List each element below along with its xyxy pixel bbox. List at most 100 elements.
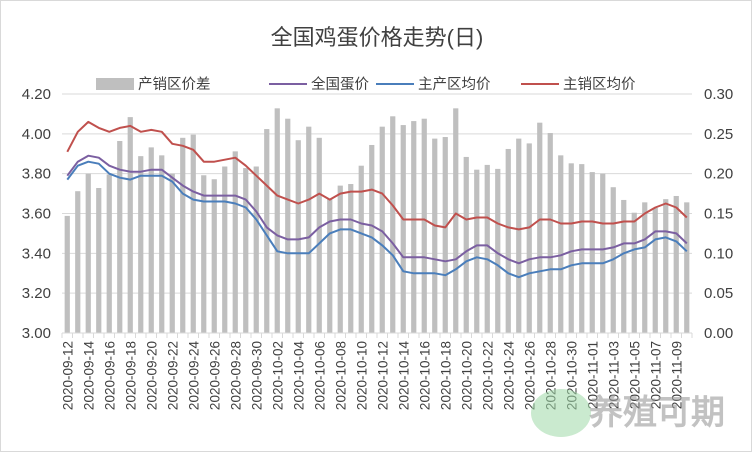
left-axis-ticks: 3.00 3.20 3.40 3.60 3.80 4.00 4.20 bbox=[22, 86, 51, 342]
bar bbox=[589, 172, 595, 333]
legend: 产销区价差 全国蛋价 主产区均价 主销区均价 bbox=[96, 75, 636, 93]
bar bbox=[642, 202, 648, 333]
bar bbox=[75, 191, 81, 333]
bar bbox=[411, 121, 417, 333]
bar bbox=[369, 144, 375, 333]
x-tick-label: 2020-10-18 bbox=[438, 341, 453, 410]
x-tick-label: 2020-09-12 bbox=[60, 341, 75, 410]
bar bbox=[243, 168, 249, 333]
bar bbox=[495, 168, 501, 333]
bar bbox=[432, 138, 438, 333]
x-tick-label: 2020-09-26 bbox=[207, 341, 222, 410]
x-tick-label: 2020-10-22 bbox=[480, 341, 495, 410]
bar bbox=[453, 108, 459, 333]
series-line bbox=[66, 160, 688, 279]
right-tick-label: 0.05 bbox=[704, 285, 733, 302]
bar bbox=[463, 156, 469, 333]
x-tick-label: 2020-10-10 bbox=[354, 341, 369, 410]
x-tick-label: 2020-09-24 bbox=[186, 341, 201, 411]
x-tick-label: 2020-11-07 bbox=[648, 341, 663, 409]
bar bbox=[684, 202, 690, 333]
left-tick-label: 3.00 bbox=[22, 325, 51, 342]
bar-series bbox=[64, 108, 690, 334]
legend-label: 主产区均价 bbox=[418, 76, 491, 93]
right-tick-label: 0.00 bbox=[704, 325, 733, 342]
bar bbox=[421, 118, 427, 334]
x-tick-label: 2020-10-02 bbox=[270, 341, 285, 410]
bar bbox=[222, 166, 228, 333]
bar bbox=[106, 174, 112, 333]
series-line bbox=[66, 154, 688, 265]
x-tick-label: 2020-10-08 bbox=[333, 341, 348, 410]
bar bbox=[96, 188, 102, 333]
bar bbox=[379, 126, 385, 333]
x-tick-label: 2020-11-05 bbox=[627, 341, 642, 409]
bar bbox=[117, 141, 123, 333]
left-tick-label: 3.60 bbox=[22, 206, 51, 223]
legend-label: 主销区均价 bbox=[563, 76, 636, 93]
series-line bbox=[66, 120, 688, 231]
bar bbox=[295, 140, 301, 333]
x-tick-label: 2020-09-28 bbox=[228, 341, 243, 410]
bar bbox=[600, 173, 606, 333]
bar bbox=[621, 199, 627, 333]
bar bbox=[85, 173, 91, 333]
right-tick-label: 0.20 bbox=[704, 166, 733, 183]
bar bbox=[526, 143, 532, 333]
x-tick-label: 2020-10-12 bbox=[375, 341, 390, 410]
x-tick-label: 2020-09-14 bbox=[81, 341, 96, 411]
bar bbox=[442, 137, 448, 333]
x-tick-label: 2020-10-24 bbox=[501, 341, 516, 411]
bar bbox=[631, 212, 637, 333]
bar bbox=[264, 129, 270, 333]
x-tick-label: 2020-10-16 bbox=[417, 341, 432, 410]
x-tick-label: 2020-09-20 bbox=[144, 341, 159, 410]
bar bbox=[316, 137, 322, 333]
bar bbox=[484, 164, 490, 333]
bar bbox=[180, 137, 186, 333]
bar bbox=[547, 133, 553, 333]
bar bbox=[327, 199, 333, 333]
x-tick-label: 2020-10-04 bbox=[291, 341, 306, 411]
line-series bbox=[66, 120, 688, 279]
legend-label: 产销区价差 bbox=[138, 76, 211, 93]
bar bbox=[138, 156, 144, 333]
right-tick-label: 0.10 bbox=[704, 245, 733, 262]
bar bbox=[558, 155, 564, 333]
watermark-logo-icon bbox=[531, 389, 591, 437]
bar bbox=[474, 169, 480, 333]
right-tick-label: 0.30 bbox=[704, 86, 733, 103]
bar bbox=[568, 163, 574, 333]
bar bbox=[169, 173, 175, 333]
bar bbox=[358, 165, 364, 333]
left-tick-label: 4.20 bbox=[22, 86, 51, 103]
bar bbox=[337, 185, 343, 333]
bar bbox=[390, 116, 396, 333]
chart-title: 全国鸡蛋价格走势(日) bbox=[271, 25, 484, 50]
watermark: 养殖可期 bbox=[531, 389, 725, 437]
x-tick-label: 2020-11-03 bbox=[606, 341, 621, 409]
x-tick-label: 2020-09-18 bbox=[123, 341, 138, 410]
bar bbox=[253, 166, 259, 333]
bar bbox=[306, 126, 312, 333]
bar bbox=[201, 175, 207, 333]
legend-swatch bbox=[96, 78, 134, 90]
bar bbox=[127, 117, 133, 333]
x-tick-label: 2020-09-22 bbox=[165, 341, 180, 410]
bar bbox=[663, 199, 669, 333]
right-axis-ticks: 0.00 0.05 0.10 0.15 0.20 0.25 0.30 bbox=[704, 86, 733, 342]
bar bbox=[400, 125, 406, 333]
bar bbox=[348, 184, 354, 333]
bar bbox=[64, 215, 70, 333]
bar bbox=[673, 195, 679, 333]
x-tick-label: 2020-10-06 bbox=[312, 341, 327, 410]
bar bbox=[159, 155, 165, 333]
x-tick-label: 2020-09-30 bbox=[249, 341, 264, 410]
bar bbox=[516, 138, 522, 333]
bar bbox=[537, 122, 543, 334]
right-tick-label: 0.25 bbox=[704, 126, 733, 143]
bar bbox=[505, 148, 511, 333]
left-tick-label: 4.00 bbox=[22, 126, 51, 143]
